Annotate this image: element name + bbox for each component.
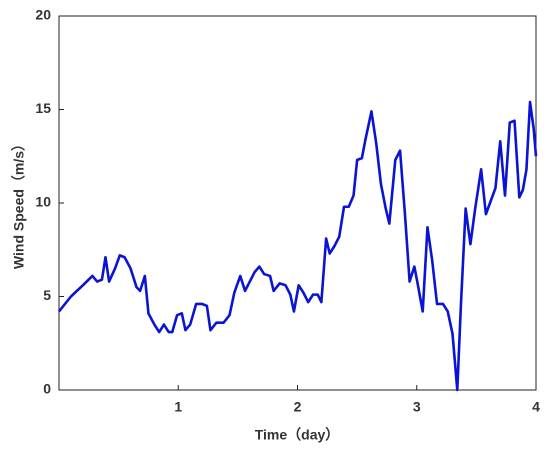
y-tick-label: 10 [35, 194, 51, 210]
y-tick-label: 5 [43, 287, 51, 303]
y-tick-label: 0 [43, 381, 51, 397]
data-line [57, 100, 538, 392]
x-tick-label: 2 [294, 399, 302, 415]
x-tick-label: 3 [413, 399, 421, 415]
plot-frame [58, 15, 537, 391]
x-axis-label: Time（day） [255, 427, 340, 443]
y-tick-label: 20 [35, 7, 51, 23]
x-tick-label: 1 [174, 399, 182, 415]
y-tick-label: 15 [35, 100, 51, 116]
x-tick-label: 4 [532, 399, 540, 415]
y-axis-label: Wind Speed（m/s） [11, 137, 27, 269]
